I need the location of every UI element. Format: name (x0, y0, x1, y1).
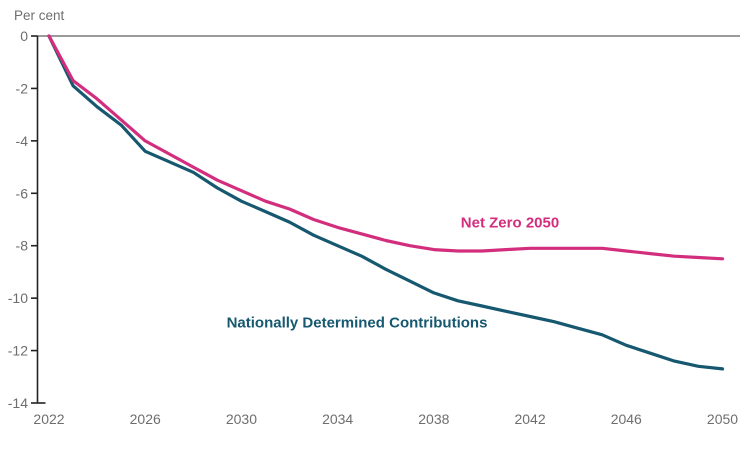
x-axis-tick-label: 2038 (418, 411, 449, 427)
y-axis-tick-label: -12 (8, 343, 28, 359)
x-axis-tick-label: 2050 (707, 411, 738, 427)
x-axis-tick-label: 2046 (611, 411, 642, 427)
series-line-net-zero-2050 (47, 34, 725, 261)
y-axis-unit-label: Per cent (14, 8, 65, 23)
x-axis-tick-label: 2026 (130, 411, 161, 427)
x-axis-tick-label: 2042 (514, 411, 545, 427)
y-axis-tick-label: -6 (16, 185, 29, 201)
series-label-nationally-determined-contributions: Nationally Determined Contributions (226, 314, 488, 332)
series-line-nationally-determined-contributions (47, 34, 725, 371)
x-axis-tick-label: 2022 (33, 411, 64, 427)
x-axis-tick-label: 2034 (322, 411, 353, 427)
y-axis-tick-label: -10 (8, 290, 28, 306)
y-axis-tick-label: 0 (20, 28, 28, 44)
x-axis-tick-label: 2030 (226, 411, 257, 427)
y-axis-tick-label: -4 (16, 133, 29, 149)
y-axis-tick-label: -14 (8, 395, 28, 411)
y-axis-tick-label: -2 (16, 80, 29, 96)
y-axis-tick-label: -8 (16, 238, 29, 254)
series-label-net-zero-2050: Net Zero 2050 (460, 214, 560, 232)
